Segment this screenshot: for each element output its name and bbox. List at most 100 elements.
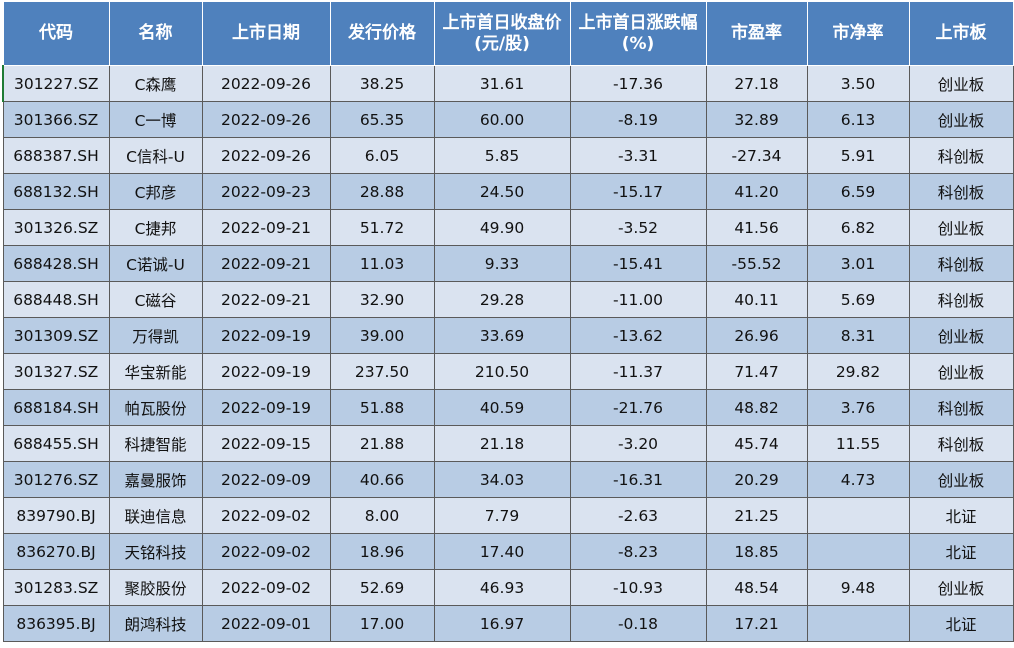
cell-first-day-change[interactable]: -16.31 bbox=[569, 461, 707, 498]
cell-first-day-close[interactable]: 34.03 bbox=[433, 461, 571, 498]
cell-listing-date[interactable]: 2022-09-26 bbox=[201, 137, 331, 174]
cell-pb-ratio[interactable]: 9.48 bbox=[806, 569, 910, 606]
header-code[interactable]: 代码 bbox=[2, 1, 110, 66]
cell-code[interactable]: 301327.SZ bbox=[2, 353, 110, 390]
cell-pb-ratio[interactable]: 11.55 bbox=[806, 425, 910, 462]
cell-issue-price[interactable]: 51.72 bbox=[329, 209, 435, 246]
cell-first-day-close[interactable]: 9.33 bbox=[433, 245, 571, 282]
cell-code[interactable]: 688184.SH bbox=[2, 389, 110, 426]
cell-code[interactable]: 688387.SH bbox=[2, 137, 110, 174]
cell-code[interactable]: 301326.SZ bbox=[2, 209, 110, 246]
cell-board[interactable]: 创业板 bbox=[908, 209, 1014, 246]
cell-first-day-change[interactable]: -3.31 bbox=[569, 137, 707, 174]
cell-issue-price[interactable]: 51.88 bbox=[329, 389, 435, 426]
cell-pb-ratio[interactable]: 6.59 bbox=[806, 173, 910, 210]
cell-pe-ratio[interactable]: 45.74 bbox=[705, 425, 808, 462]
cell-code[interactable]: 836395.BJ bbox=[2, 605, 110, 642]
cell-pb-ratio[interactable]: 3.76 bbox=[806, 389, 910, 426]
cell-board[interactable]: 北证 bbox=[908, 533, 1014, 570]
cell-board[interactable]: 创业板 bbox=[908, 353, 1014, 390]
cell-code[interactable]: 301366.SZ bbox=[2, 101, 110, 138]
cell-first-day-close[interactable]: 31.61 bbox=[433, 65, 571, 102]
cell-board[interactable]: 创业板 bbox=[908, 461, 1014, 498]
cell-pe-ratio[interactable]: 21.25 bbox=[705, 497, 808, 534]
cell-listing-date[interactable]: 2022-09-26 bbox=[201, 101, 331, 138]
header-issue-price[interactable]: 发行价格 bbox=[329, 1, 435, 66]
cell-board[interactable]: 科创板 bbox=[908, 245, 1014, 282]
cell-first-day-close[interactable]: 21.18 bbox=[433, 425, 571, 462]
cell-name[interactable]: C森鹰 bbox=[108, 65, 203, 102]
cell-pb-ratio[interactable]: 8.31 bbox=[806, 317, 910, 354]
cell-first-day-close[interactable]: 60.00 bbox=[433, 101, 571, 138]
cell-name[interactable]: C信科-U bbox=[108, 137, 203, 174]
cell-pe-ratio[interactable]: 48.54 bbox=[705, 569, 808, 606]
cell-pb-ratio[interactable]: 29.82 bbox=[806, 353, 910, 390]
cell-first-day-close[interactable]: 16.97 bbox=[433, 605, 571, 642]
header-first-day-close[interactable]: 上市首日收盘价(元/股) bbox=[433, 1, 571, 66]
cell-code[interactable]: 301283.SZ bbox=[2, 569, 110, 606]
header-pe-ratio[interactable]: 市盈率 bbox=[705, 1, 808, 66]
cell-code[interactable]: 688428.SH bbox=[2, 245, 110, 282]
cell-listing-date[interactable]: 2022-09-09 bbox=[201, 461, 331, 498]
cell-listing-date[interactable]: 2022-09-26 bbox=[201, 65, 331, 102]
cell-board[interactable]: 科创板 bbox=[908, 173, 1014, 210]
header-board[interactable]: 上市板 bbox=[908, 1, 1014, 66]
cell-issue-price[interactable]: 18.96 bbox=[329, 533, 435, 570]
cell-first-day-close[interactable]: 49.90 bbox=[433, 209, 571, 246]
cell-pe-ratio[interactable]: -55.52 bbox=[705, 245, 808, 282]
cell-board[interactable]: 创业板 bbox=[908, 65, 1014, 102]
cell-issue-price[interactable]: 8.00 bbox=[329, 497, 435, 534]
cell-first-day-close[interactable]: 29.28 bbox=[433, 281, 571, 318]
cell-name[interactable]: 联迪信息 bbox=[108, 497, 203, 534]
cell-board[interactable]: 科创板 bbox=[908, 281, 1014, 318]
cell-issue-price[interactable]: 65.35 bbox=[329, 101, 435, 138]
cell-code[interactable]: 301276.SZ bbox=[2, 461, 110, 498]
cell-pb-ratio[interactable]: 3.50 bbox=[806, 65, 910, 102]
cell-first-day-change[interactable]: -15.17 bbox=[569, 173, 707, 210]
cell-issue-price[interactable]: 52.69 bbox=[329, 569, 435, 606]
cell-first-day-close[interactable]: 40.59 bbox=[433, 389, 571, 426]
cell-pb-ratio[interactable]: 6.82 bbox=[806, 209, 910, 246]
cell-first-day-close[interactable]: 5.85 bbox=[433, 137, 571, 174]
header-listing-date[interactable]: 上市日期 bbox=[201, 1, 331, 66]
cell-issue-price[interactable]: 237.50 bbox=[329, 353, 435, 390]
cell-issue-price[interactable]: 28.88 bbox=[329, 173, 435, 210]
cell-board[interactable]: 科创板 bbox=[908, 137, 1014, 174]
cell-board[interactable]: 北证 bbox=[908, 497, 1014, 534]
cell-first-day-close[interactable]: 46.93 bbox=[433, 569, 571, 606]
cell-name[interactable]: 华宝新能 bbox=[108, 353, 203, 390]
cell-first-day-close[interactable]: 17.40 bbox=[433, 533, 571, 570]
cell-pb-ratio[interactable] bbox=[806, 533, 910, 570]
cell-first-day-change[interactable]: -11.00 bbox=[569, 281, 707, 318]
cell-listing-date[interactable]: 2022-09-21 bbox=[201, 245, 331, 282]
cell-code[interactable]: 688448.SH bbox=[2, 281, 110, 318]
cell-issue-price[interactable]: 11.03 bbox=[329, 245, 435, 282]
cell-first-day-change[interactable]: -13.62 bbox=[569, 317, 707, 354]
cell-pe-ratio[interactable]: 26.96 bbox=[705, 317, 808, 354]
cell-listing-date[interactable]: 2022-09-02 bbox=[201, 497, 331, 534]
cell-first-day-close[interactable]: 7.79 bbox=[433, 497, 571, 534]
cell-pe-ratio[interactable]: 27.18 bbox=[705, 65, 808, 102]
cell-pb-ratio[interactable]: 3.01 bbox=[806, 245, 910, 282]
header-first-day-change[interactable]: 上市首日涨跌幅(%) bbox=[569, 1, 707, 66]
cell-code[interactable]: 688132.SH bbox=[2, 173, 110, 210]
cell-first-day-close[interactable]: 33.69 bbox=[433, 317, 571, 354]
cell-board[interactable]: 创业板 bbox=[908, 569, 1014, 606]
cell-name[interactable]: 聚胶股份 bbox=[108, 569, 203, 606]
cell-code[interactable]: 836270.BJ bbox=[2, 533, 110, 570]
cell-listing-date[interactable]: 2022-09-15 bbox=[201, 425, 331, 462]
cell-pe-ratio[interactable]: 48.82 bbox=[705, 389, 808, 426]
cell-name[interactable]: C诺诚-U bbox=[108, 245, 203, 282]
cell-board[interactable]: 创业板 bbox=[908, 101, 1014, 138]
cell-first-day-change[interactable]: -3.20 bbox=[569, 425, 707, 462]
cell-first-day-change[interactable]: -2.63 bbox=[569, 497, 707, 534]
cell-listing-date[interactable]: 2022-09-01 bbox=[201, 605, 331, 642]
cell-issue-price[interactable]: 38.25 bbox=[329, 65, 435, 102]
cell-pe-ratio[interactable]: 71.47 bbox=[705, 353, 808, 390]
cell-board[interactable]: 科创板 bbox=[908, 425, 1014, 462]
cell-pb-ratio[interactable] bbox=[806, 497, 910, 534]
cell-pe-ratio[interactable]: 41.56 bbox=[705, 209, 808, 246]
cell-first-day-close[interactable]: 210.50 bbox=[433, 353, 571, 390]
cell-pe-ratio[interactable]: 32.89 bbox=[705, 101, 808, 138]
cell-name[interactable]: C一博 bbox=[108, 101, 203, 138]
